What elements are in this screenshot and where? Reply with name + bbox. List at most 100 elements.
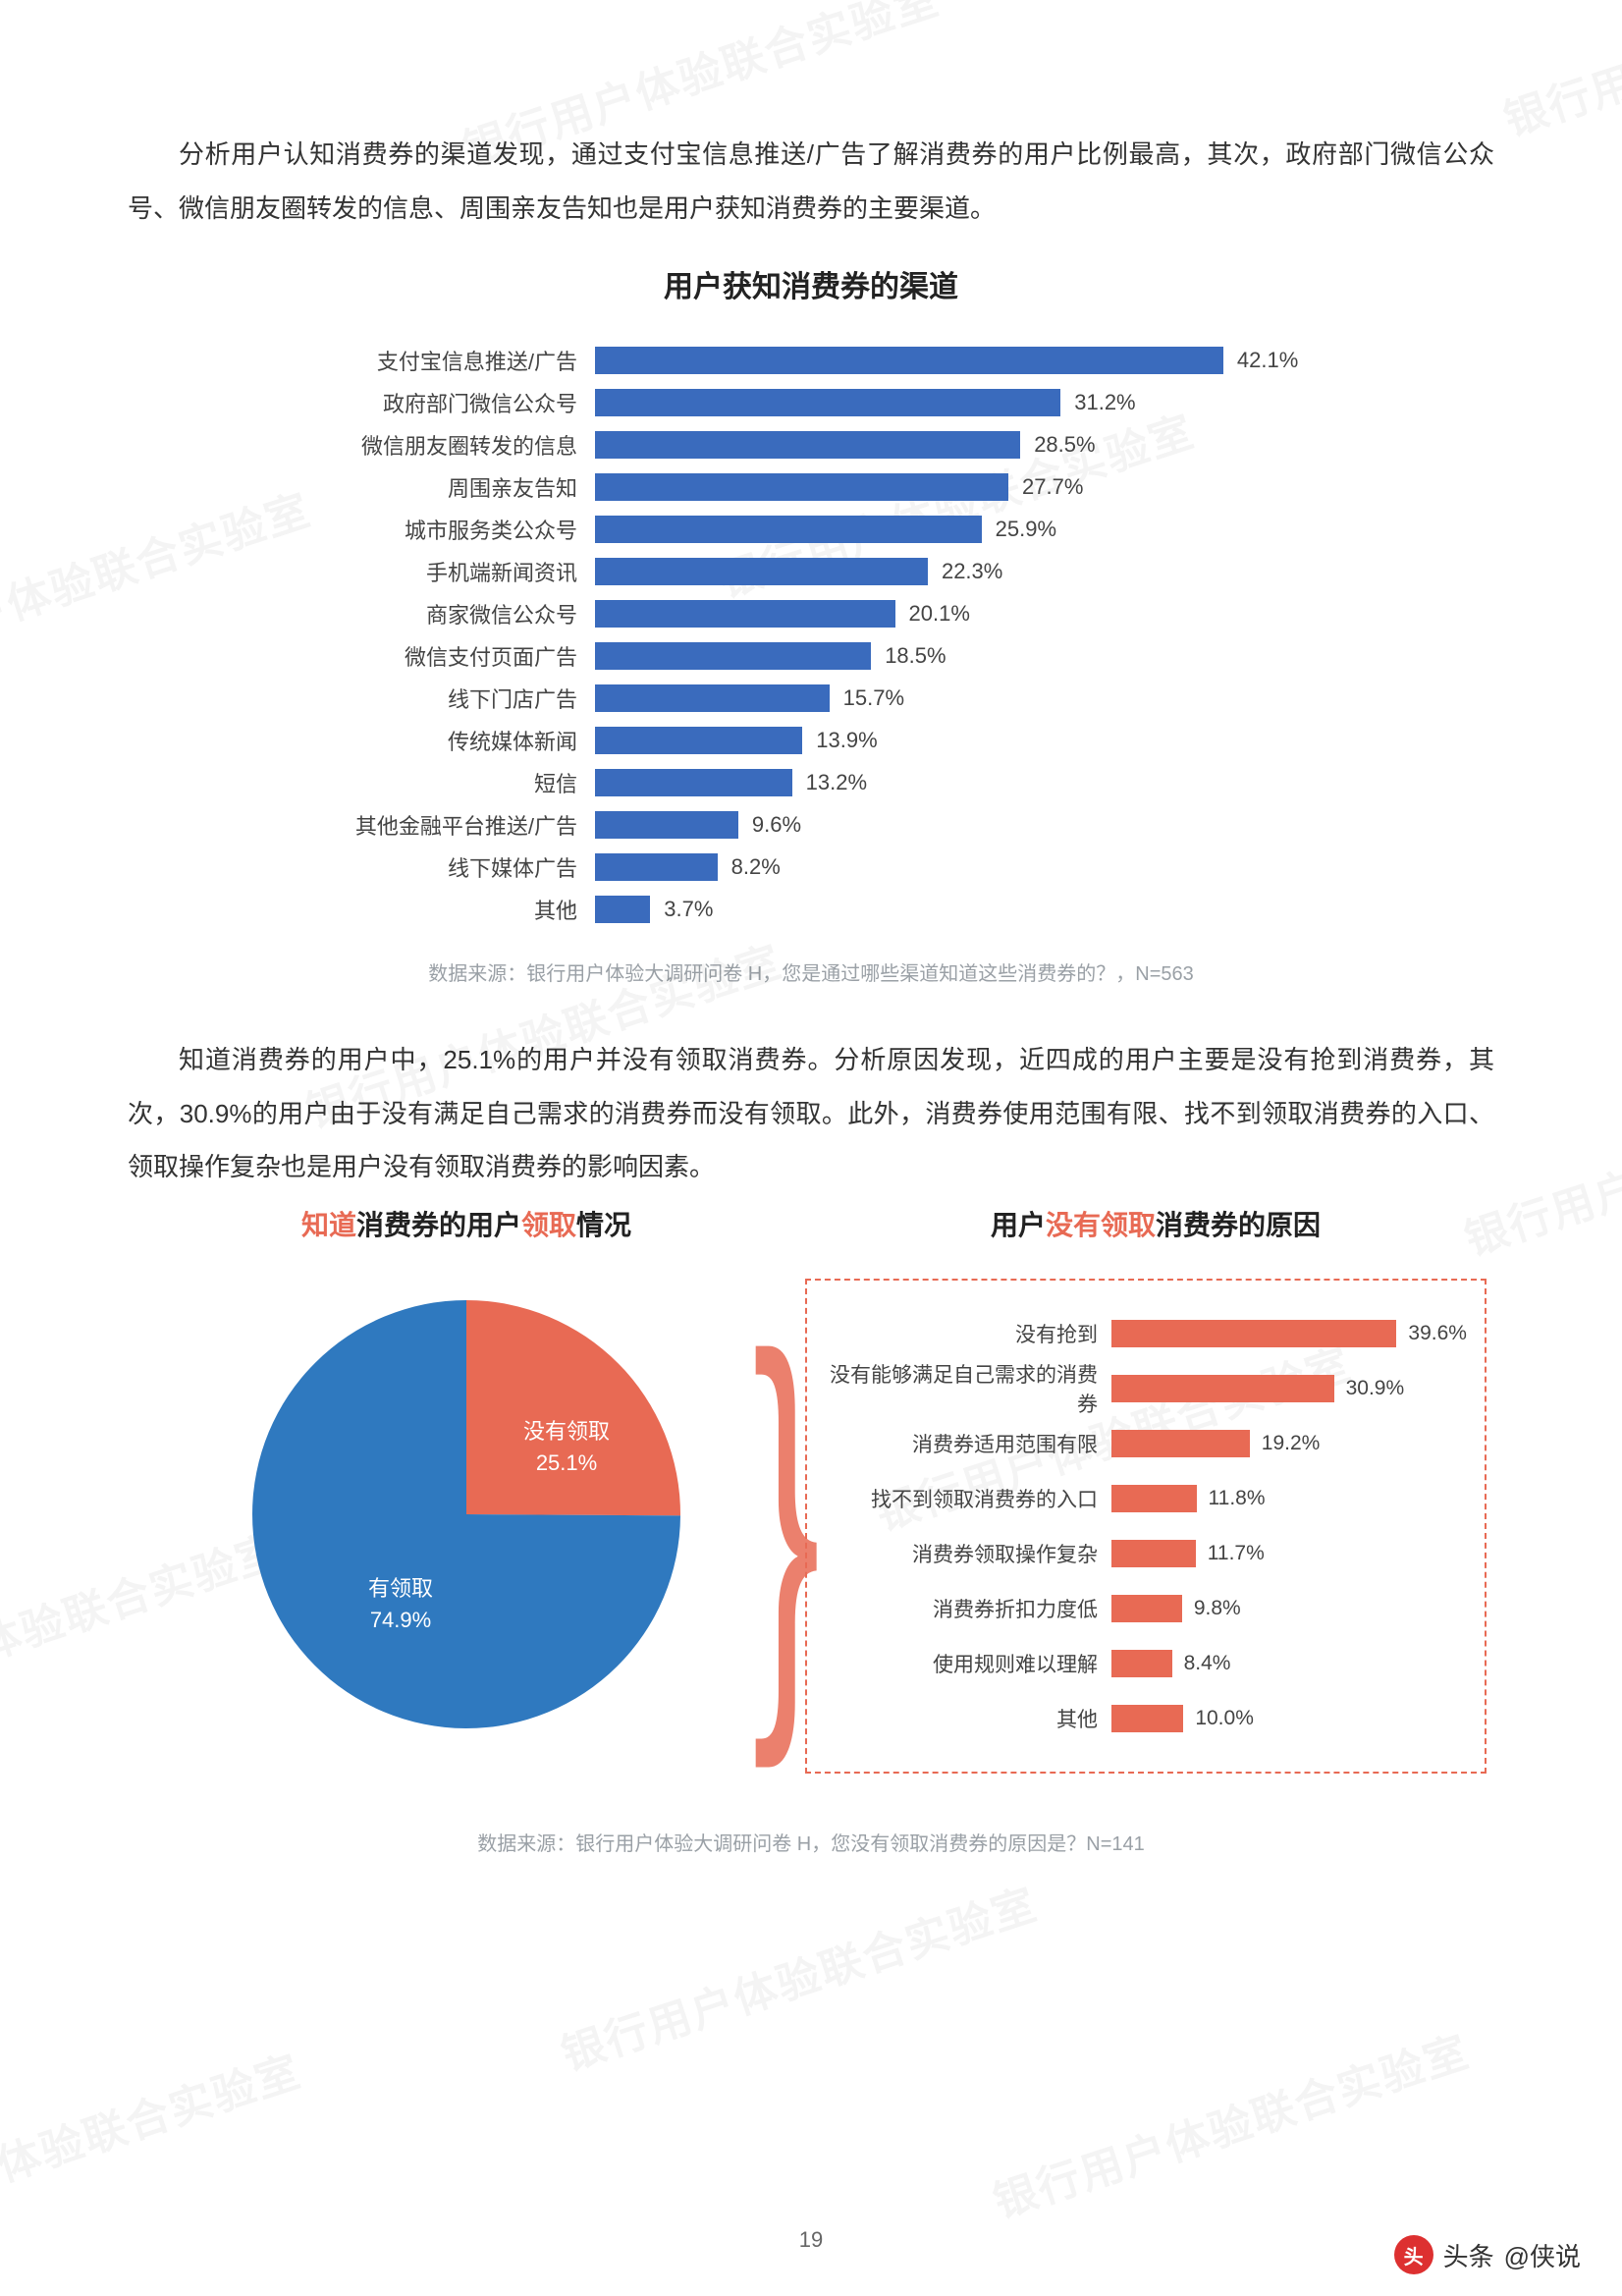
chart2-source: 数据来源：银行用户体验大调研问卷 H，您没有领取消费券的原因是？N=141 — [128, 1828, 1494, 1856]
bar-track: 15.7% — [595, 677, 1380, 719]
bar-label: 支付宝信息推送/广告 — [242, 345, 595, 376]
bar — [595, 769, 792, 796]
bar-row: 微信朋友圈转发的信息28.5% — [242, 423, 1380, 465]
bar-value: 13.2% — [806, 770, 867, 795]
bar-label: 找不到领取消费券的入口 — [817, 1484, 1111, 1513]
bar-label: 线下门店广告 — [242, 683, 595, 714]
bar-row: 消费券领取操作复杂 11.7% — [817, 1526, 1467, 1581]
bar-track: 8.2% — [595, 846, 1380, 888]
bar — [595, 853, 718, 881]
bar — [1111, 1485, 1197, 1512]
bar-label: 没有能够满足自己需求的消费券 — [817, 1359, 1111, 1418]
bar — [595, 642, 871, 670]
bar — [595, 727, 802, 754]
bar-value: 39.6% — [1408, 1322, 1467, 1345]
bar-value: 31.2% — [1074, 390, 1135, 415]
chart1-title: 用户获知消费券的渠道 — [128, 262, 1494, 305]
bar-row: 其他金融平台推送/广告9.6% — [242, 803, 1380, 846]
pie-title-post: 情况 — [576, 1210, 631, 1240]
bar-track: 22.3% — [595, 550, 1380, 592]
intro-paragraph-2: 知道消费券的用户中，25.1%的用户并没有领取消费券。分析原因发现，近四成的用户… — [128, 1033, 1494, 1194]
bar-row: 找不到领取消费券的入口11.8% — [817, 1471, 1467, 1526]
bar-value: 13.9% — [816, 728, 877, 753]
bar-row: 没有抢到 39.6% — [817, 1306, 1467, 1361]
bar — [1111, 1705, 1183, 1732]
footer-prefix: 头条 — [1443, 2237, 1494, 2273]
bar-label: 线下媒体广告 — [242, 851, 595, 883]
pie-slice — [466, 1300, 680, 1515]
bar-value: 20.1% — [909, 601, 970, 627]
bar-track: 18.5% — [595, 634, 1380, 677]
pie-chart: 没有领取25.1% 有领取74.9% — [231, 1279, 702, 1750]
bar-track: 9.8% — [1111, 1581, 1467, 1636]
pie-title-mid: 消费券的用户 — [356, 1210, 521, 1240]
chart1-source: 数据来源：银行用户体验大调研问卷 H，您是通过哪些渠道知道这些消费券的？，N=5… — [128, 957, 1494, 986]
bar-row: 传统媒体新闻 13.9% — [242, 719, 1380, 761]
reasons-box: 没有抢到 39.6% 没有能够满足自己需求的消费券 30.9% 消费券适用范围有限19.… — [805, 1279, 1487, 1774]
bar-value: 19.2% — [1262, 1432, 1321, 1455]
watermark-text: 银行用户体验联合实验室 — [984, 2016, 1476, 2229]
bar-track: 3.7% — [595, 888, 1380, 930]
bar-row: 微信支付页面广告18.5% — [242, 634, 1380, 677]
bar-track: 27.7% — [595, 465, 1380, 508]
pie-column: 知道消费券的用户领取情况 没有领取25.1% 有领取74.9% } — [128, 1204, 805, 1774]
bar-value: 10.0% — [1195, 1707, 1254, 1730]
bar-label: 手机端新闻资讯 — [242, 556, 595, 587]
pie-title-red2: 领取 — [521, 1210, 576, 1240]
bar — [1111, 1650, 1172, 1677]
bar — [595, 600, 895, 628]
bar-value: 11.7% — [1208, 1542, 1265, 1565]
reasons-title-post: 消费券的原因 — [1156, 1210, 1321, 1240]
page-number: 19 — [0, 2227, 1622, 2253]
bar-label: 政府部门微信公众号 — [242, 387, 595, 418]
bar-track: 19.2% — [1111, 1416, 1467, 1471]
bar-value: 22.3% — [942, 559, 1002, 584]
watermark-text: 银行用户体验联合实验室 — [1494, 0, 1622, 148]
bar-track: 11.7% — [1111, 1526, 1467, 1581]
bar-label: 其他 — [817, 1704, 1111, 1733]
bar-row: 线下媒体广告8.2% — [242, 846, 1380, 888]
two-column-row: 知道消费券的用户领取情况 没有领取25.1% 有领取74.9% } 用户没有领取… — [128, 1204, 1494, 1774]
bar-label: 周围亲友告知 — [242, 471, 595, 503]
bar-label: 没有抢到 — [817, 1319, 1111, 1348]
bar-row: 支付宝信息推送/广告42.1% — [242, 339, 1380, 381]
bar — [595, 684, 830, 712]
watermark-text: 银行用户体验联合实验室 — [0, 2036, 308, 2249]
bar-value: 8.4% — [1184, 1652, 1231, 1675]
bar-track: 31.2% — [595, 381, 1380, 423]
bar-label: 使用规则难以理解 — [817, 1649, 1111, 1678]
bar-row: 消费券折扣力度低 9.8% — [817, 1581, 1467, 1636]
reasons-title: 用户没有领取消费券的原因 — [805, 1204, 1506, 1243]
bar-value: 15.7% — [843, 685, 904, 711]
bar — [1111, 1595, 1182, 1622]
bar — [595, 473, 1008, 501]
pie-label-not-received: 没有领取25.1% — [523, 1416, 610, 1479]
bar-value: 9.6% — [752, 812, 801, 838]
bar-label: 微信支付页面广告 — [242, 640, 595, 672]
bar-track: 39.6% — [1111, 1306, 1467, 1361]
bar-value: 27.7% — [1022, 474, 1083, 500]
bar-label: 消费券折扣力度低 — [817, 1594, 1111, 1623]
footer-brand: 头 头条 @侠说 — [1394, 2235, 1581, 2274]
pie-slice-value: 74.9% — [368, 1605, 433, 1636]
bar-value: 30.9% — [1346, 1377, 1405, 1400]
bar-track: 20.1% — [595, 592, 1380, 634]
page: 银行用户体验联合实验室银行用户体验联合实验室银行用户体验联合实验室银行用户体验联… — [0, 0, 1622, 2296]
pie-title: 知道消费券的用户领取情况 — [128, 1204, 805, 1243]
footer-handle: @侠说 — [1504, 2237, 1581, 2273]
bar-label: 消费券领取操作复杂 — [817, 1539, 1111, 1568]
reasons-bar-chart: 没有抢到 39.6% 没有能够满足自己需求的消费券 30.9% 消费券适用范围有限19.… — [817, 1306, 1467, 1746]
bar-row: 消费券适用范围有限19.2% — [817, 1416, 1467, 1471]
bar — [1111, 1430, 1250, 1457]
pie-title-red1: 知道 — [301, 1210, 356, 1240]
bar-label: 商家微信公众号 — [242, 598, 595, 629]
bar-label: 微信朋友圈转发的信息 — [242, 429, 595, 461]
bar — [1111, 1320, 1396, 1347]
bar-label: 传统媒体新闻 — [242, 725, 595, 756]
pie-slice-value: 25.1% — [523, 1448, 610, 1479]
bar-track: 30.9% — [1111, 1361, 1467, 1416]
bar-row: 政府部门微信公众号 31.2% — [242, 381, 1380, 423]
bar — [595, 558, 928, 585]
reasons-column: 用户没有领取消费券的原因 没有抢到 39.6% 没有能够满足自己需求的消费券 30.9… — [805, 1204, 1506, 1774]
bar-value: 9.8% — [1194, 1597, 1241, 1620]
